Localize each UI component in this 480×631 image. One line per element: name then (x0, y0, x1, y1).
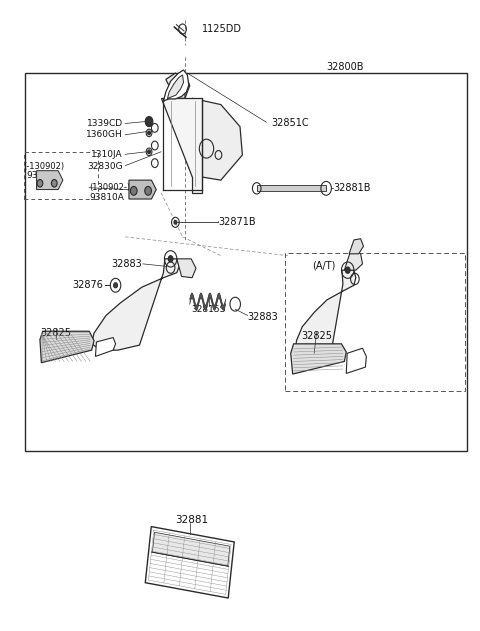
Text: 1125DD: 1125DD (202, 24, 242, 34)
Text: 32871B: 32871B (218, 217, 256, 227)
Polygon shape (166, 73, 185, 98)
Polygon shape (349, 239, 363, 254)
Circle shape (345, 267, 350, 273)
Text: (130902-): (130902-) (89, 183, 131, 192)
Polygon shape (296, 270, 356, 358)
Polygon shape (170, 73, 190, 98)
Bar (257, 185, 326, 191)
Polygon shape (177, 259, 196, 278)
Polygon shape (190, 293, 226, 310)
Circle shape (145, 117, 153, 127)
Circle shape (145, 186, 152, 195)
Circle shape (174, 220, 177, 224)
Text: 32883: 32883 (247, 312, 278, 322)
Polygon shape (129, 180, 156, 199)
Text: 32881: 32881 (176, 515, 209, 525)
Polygon shape (291, 344, 346, 374)
Text: 32883: 32883 (111, 259, 142, 269)
Polygon shape (96, 338, 116, 357)
Polygon shape (167, 71, 187, 98)
Circle shape (114, 283, 118, 288)
Polygon shape (92, 259, 179, 350)
Circle shape (148, 150, 151, 154)
Text: 1360GH: 1360GH (86, 131, 123, 139)
Polygon shape (161, 98, 202, 192)
Text: 32825: 32825 (301, 331, 332, 341)
Circle shape (168, 256, 173, 262)
Text: 32876: 32876 (73, 280, 104, 290)
Polygon shape (344, 249, 362, 270)
Polygon shape (163, 70, 189, 102)
Text: (-130902): (-130902) (23, 162, 64, 171)
Polygon shape (40, 331, 94, 363)
Text: 93810A: 93810A (26, 171, 61, 180)
Text: 32851C: 32851C (271, 119, 309, 129)
Polygon shape (167, 75, 183, 100)
Text: 32881B: 32881B (333, 184, 371, 193)
Text: 32800B: 32800B (326, 62, 364, 72)
Bar (286, 252, 465, 391)
Text: 1339CD: 1339CD (86, 119, 123, 128)
Text: 32815S: 32815S (192, 305, 226, 314)
Text: 1310JA: 1310JA (91, 150, 123, 160)
Polygon shape (152, 533, 230, 566)
Circle shape (37, 179, 43, 187)
Text: 32825: 32825 (40, 328, 71, 338)
Polygon shape (192, 98, 242, 180)
Circle shape (148, 131, 151, 135)
Bar (24, 73, 468, 451)
Text: (A/T): (A/T) (312, 260, 335, 270)
Polygon shape (36, 171, 63, 189)
Polygon shape (346, 348, 366, 374)
Circle shape (51, 179, 57, 187)
Circle shape (131, 186, 137, 195)
Text: 93810A: 93810A (89, 192, 124, 202)
Text: 32830G: 32830G (87, 162, 123, 171)
Polygon shape (145, 527, 234, 598)
